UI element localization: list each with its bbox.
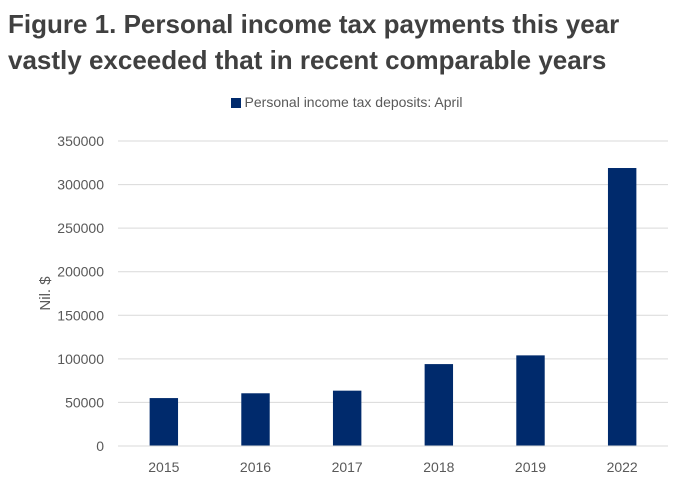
x-tick-label: 2022 bbox=[607, 459, 638, 475]
y-tick-label: 250000 bbox=[57, 220, 104, 236]
bar-2019 bbox=[516, 355, 545, 446]
bar-2018 bbox=[424, 364, 454, 446]
y-tick-label: 100000 bbox=[57, 351, 104, 367]
y-axis-ticks: 0 50000 100000 150000 200000 250000 300000 3500… bbox=[57, 133, 104, 454]
y-tick-label: 300000 bbox=[57, 177, 104, 193]
x-tick-label: 2018 bbox=[423, 459, 454, 475]
y-tick-label: 50000 bbox=[65, 394, 104, 410]
bar-2016 bbox=[241, 393, 270, 446]
x-axis-ticks: 2015 2016 2017 2018 2019 2022 bbox=[148, 459, 638, 475]
x-tick-label: 2017 bbox=[332, 459, 363, 475]
bars bbox=[149, 168, 637, 446]
y-tick-label: 200000 bbox=[57, 264, 104, 280]
gridlines bbox=[118, 140, 668, 403]
x-tick-label: 2019 bbox=[515, 459, 546, 475]
y-tick-label: 150000 bbox=[57, 307, 104, 323]
chart-title: Figure 1. Personal income tax payments t… bbox=[8, 9, 620, 75]
y-tick-label: 0 bbox=[96, 438, 104, 454]
legend-label: Personal income tax deposits: April bbox=[244, 94, 463, 110]
y-tick-label: 350000 bbox=[57, 133, 104, 149]
legend-swatch bbox=[230, 98, 241, 108]
bar-2017 bbox=[332, 390, 362, 446]
bar-2022 bbox=[607, 168, 637, 446]
x-tick-label: 2016 bbox=[240, 459, 271, 475]
y-axis-label: Nil. $ bbox=[37, 276, 54, 311]
x-tick-label: 2015 bbox=[148, 459, 179, 475]
legend: Personal income tax deposits: April bbox=[0, 94, 693, 110]
bar-2015 bbox=[149, 398, 179, 446]
